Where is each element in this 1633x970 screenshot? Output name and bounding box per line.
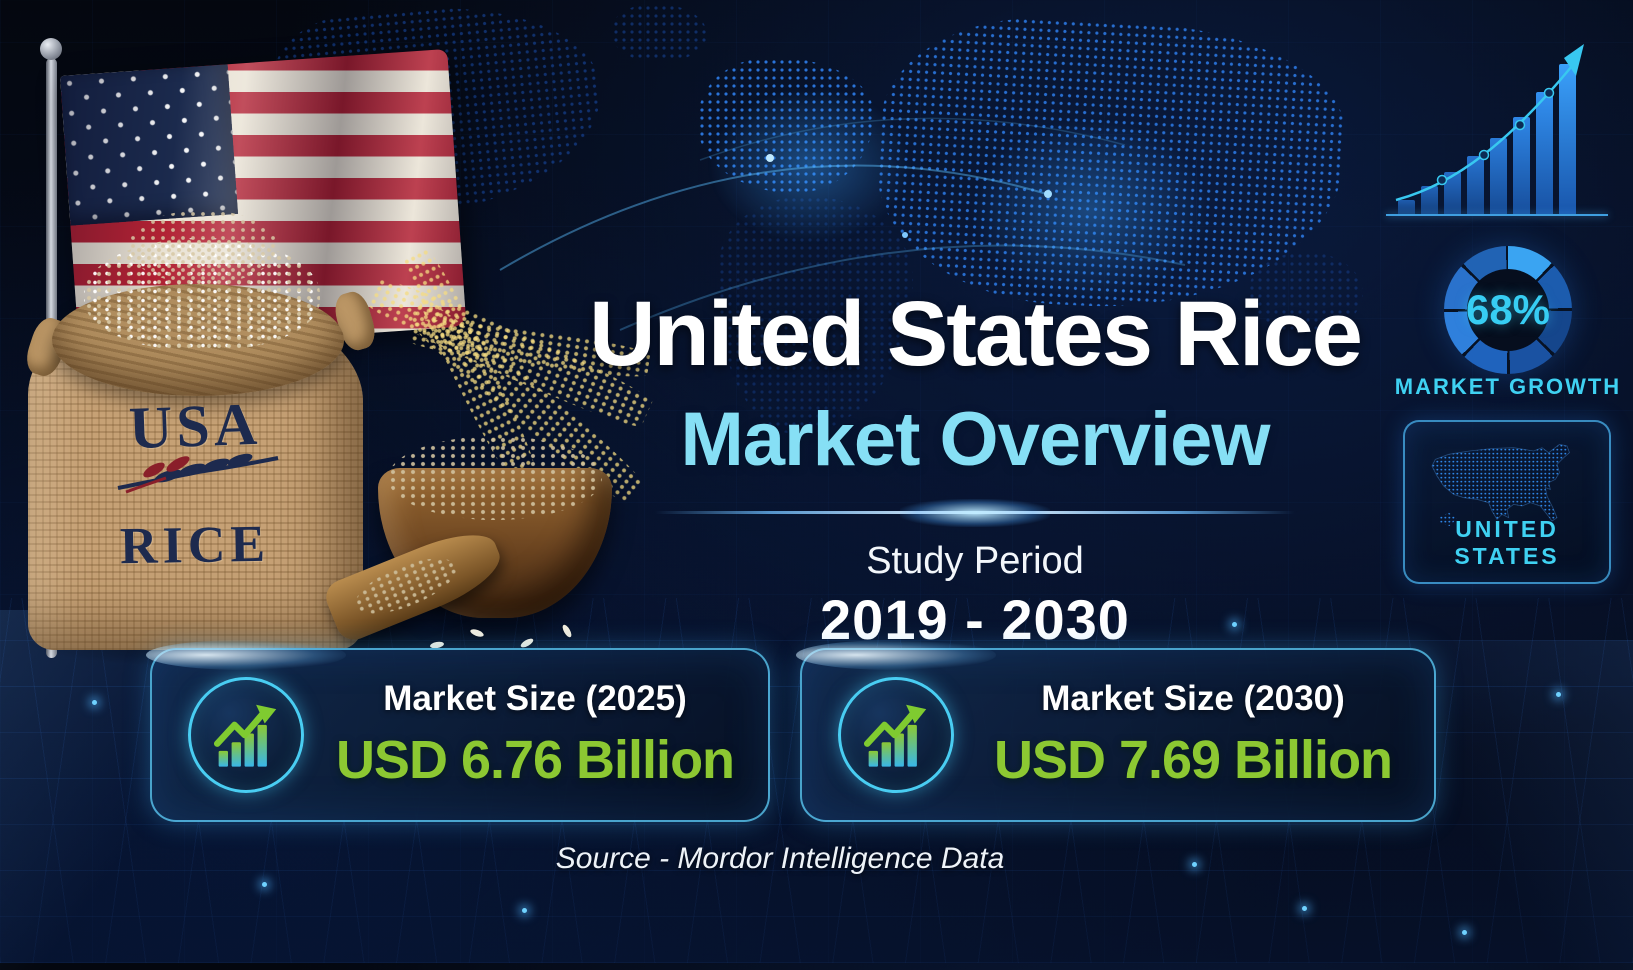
sparkle-dot — [1232, 622, 1237, 627]
us-map-icon — [1431, 443, 1570, 526]
rice-grain — [469, 627, 485, 639]
continent-greenland — [612, 4, 707, 62]
sparkle-dot — [1556, 692, 1561, 697]
sack-text-usa: USA — [127, 390, 263, 462]
study-period-label: Study Period — [866, 540, 1084, 582]
donut-hole: 68% — [1465, 269, 1551, 351]
card-corner-glow — [146, 640, 346, 670]
continent-asia — [870, 10, 1351, 319]
growth-bar — [1513, 117, 1530, 214]
card-value: USD 6.76 Billion — [335, 730, 735, 790]
united-states-label: UNITED STATES — [1454, 516, 1560, 569]
sparkle-dot — [1462, 930, 1467, 935]
wooden-scoop — [320, 520, 510, 646]
growth-bar — [1536, 92, 1553, 214]
us-flag — [60, 48, 467, 354]
growth-chart-axis — [1386, 214, 1608, 216]
divider-flare — [900, 498, 1050, 527]
page-subtitle: Market Overview — [680, 397, 1270, 482]
flag-wave-shading — [60, 48, 467, 354]
map-glow-asia — [960, 110, 1220, 310]
card-text: Market Size (2030) USD 7.69 Billion — [970, 650, 1416, 820]
growth-bar — [1490, 138, 1507, 214]
source-attribution: Source - Mordor Intelligence Data — [555, 842, 1005, 875]
growth-bar — [1444, 172, 1461, 214]
title-block: United States Rice Market Overview Study… — [583, 288, 1367, 652]
scoop-rice — [348, 547, 464, 625]
bowl-rice-mound — [388, 436, 602, 520]
card-label: Market Size (2025) — [383, 679, 687, 718]
rice-grain — [560, 623, 574, 639]
study-period-value: 2019 - 2030 — [820, 588, 1130, 651]
growth-percent-value: 68% — [1465, 286, 1551, 333]
market-growth-label: MARKET GROWTH — [1394, 374, 1622, 399]
sparkle-dot — [1302, 906, 1307, 911]
growth-bar — [1398, 200, 1415, 214]
trend-up-icon — [838, 677, 954, 793]
continent-europe — [698, 58, 873, 193]
card-text: Market Size (2025) USD 6.76 Billion — [320, 650, 750, 820]
trend-up-icon — [188, 677, 304, 793]
sparkle-dot — [522, 908, 527, 913]
sparkle-dot — [262, 882, 267, 887]
map-glow-europe — [700, 80, 920, 250]
sack-text-rice: RICE — [119, 515, 271, 576]
page-title: United States Rice — [589, 283, 1363, 385]
growth-bar — [1467, 156, 1484, 214]
market-size-2030-card: Market Size (2030) USD 7.69 Billion — [796, 640, 1436, 822]
market-growth-donut-chart: 68% — [1444, 246, 1572, 374]
glow-divider — [655, 498, 1295, 527]
growth-bar — [1559, 64, 1576, 214]
market-size-2025-card: Market Size (2025) USD 6.76 Billion — [146, 640, 770, 822]
united-states-panel: UNITED STATES — [1403, 420, 1611, 584]
rice-sack — [28, 305, 363, 650]
card-value: USD 7.69 Billion — [993, 730, 1393, 790]
growth-bars — [1398, 52, 1594, 214]
rice-bowl — [378, 468, 612, 618]
sparkle-dot — [92, 700, 97, 705]
growth-trend-arrow-icon — [1395, 44, 1584, 202]
sparkle-dot — [1192, 862, 1197, 867]
flag-pole — [46, 58, 57, 658]
growth-bar — [1421, 186, 1438, 214]
wheat-emblem-icon — [117, 453, 279, 494]
flag-pole-finial — [40, 38, 62, 60]
card-label: Market Size (2030) — [1041, 679, 1345, 718]
